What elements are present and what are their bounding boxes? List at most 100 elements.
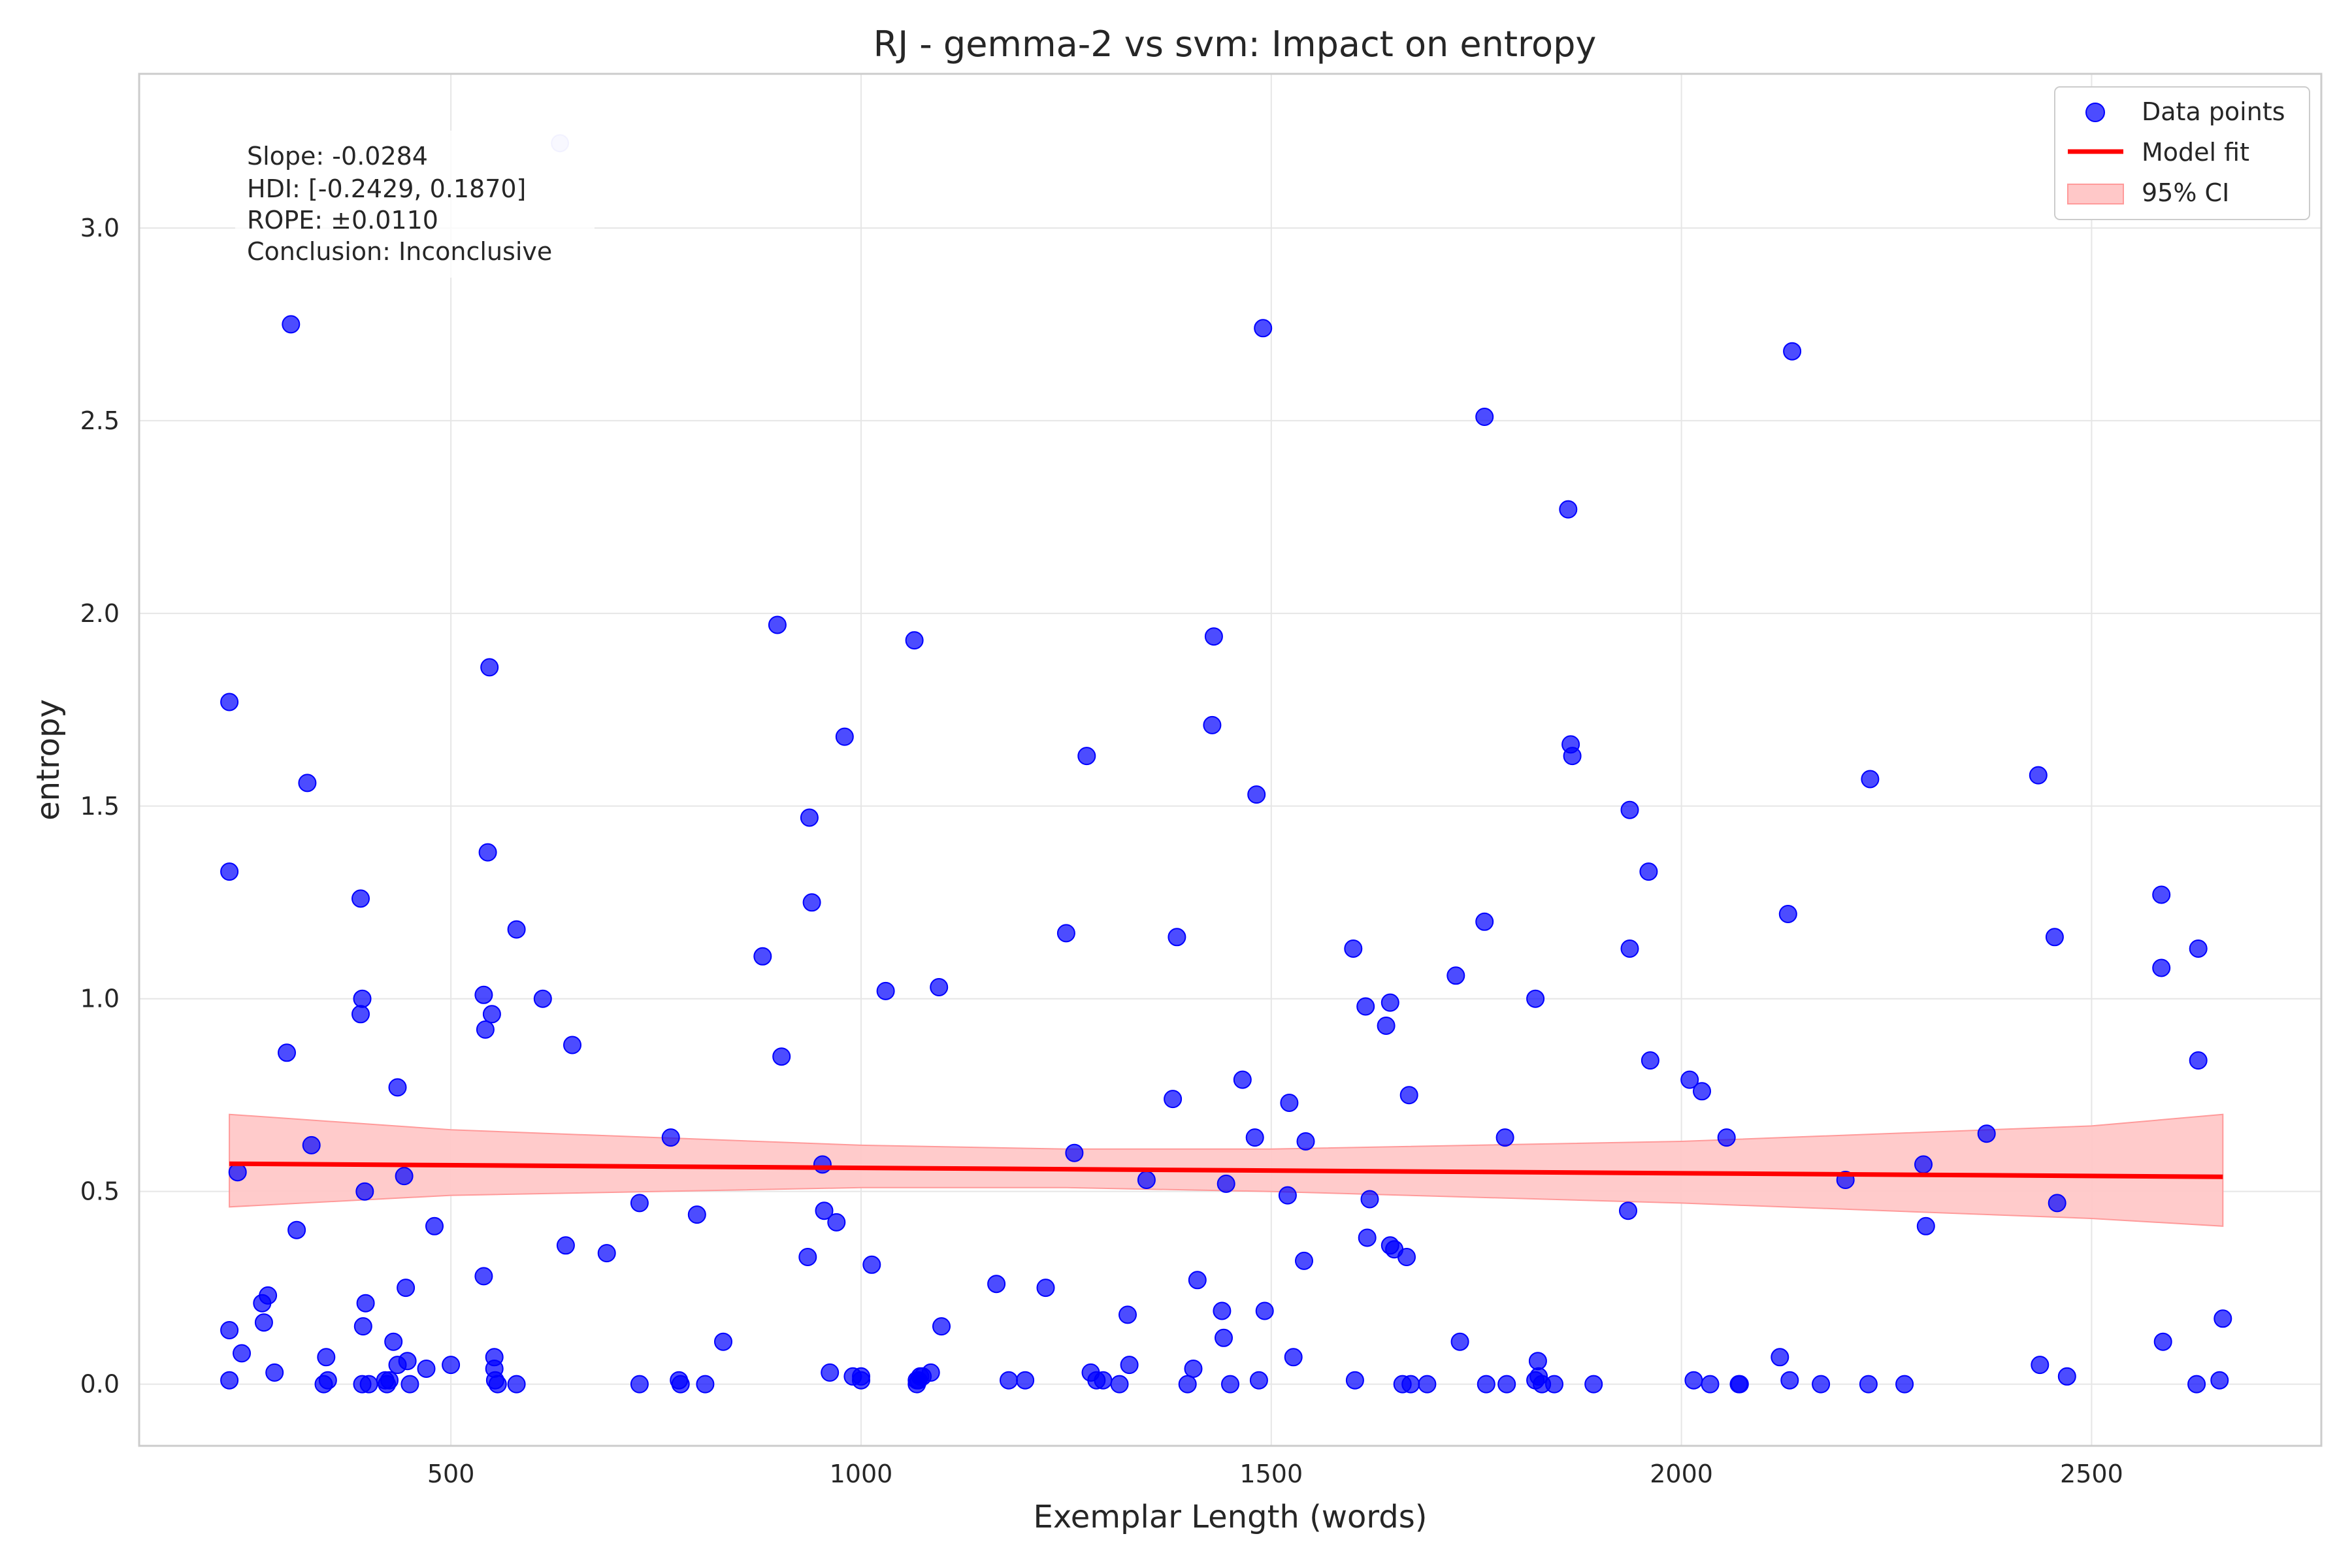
y-tick-label: 0.0 <box>80 1370 120 1399</box>
data-point <box>1280 1094 1299 1112</box>
data-point <box>802 893 821 912</box>
data-point <box>397 1279 416 1298</box>
data-point <box>2189 939 2208 958</box>
data-point <box>815 1201 834 1220</box>
y-tick-labels: 0.0 0.5 1.0 1.5 2.0 2.5 3.0 <box>80 214 120 1399</box>
data-point <box>353 989 372 1008</box>
legend-marker-data-points <box>2085 103 2105 122</box>
data-point <box>1215 1328 1233 1347</box>
data-point <box>1213 1301 1232 1320</box>
data-point <box>1477 1375 1495 1394</box>
data-point <box>1545 1375 1563 1394</box>
data-point <box>1916 1217 1935 1235</box>
data-point <box>2048 1194 2066 1213</box>
data-point <box>1401 1375 1420 1394</box>
data-point <box>1358 1228 1377 1247</box>
data-point <box>533 989 552 1008</box>
data-point <box>1245 1128 1264 1147</box>
data-point <box>1783 342 1802 361</box>
data-point <box>488 1375 507 1394</box>
data-point <box>220 1321 239 1339</box>
data-point <box>298 774 317 792</box>
y-axis-label: entropy <box>30 699 67 821</box>
data-point <box>425 1217 444 1235</box>
data-point <box>1255 1301 1274 1320</box>
data-point <box>1619 1201 1637 1220</box>
legend-label-model-fit: Model fit <box>2142 138 2249 167</box>
data-point <box>1188 1271 1207 1290</box>
data-point <box>1356 997 1375 1016</box>
data-point <box>2152 885 2171 904</box>
annotation-box <box>235 131 595 278</box>
data-point <box>1284 1348 1303 1367</box>
data-point <box>753 947 772 966</box>
data-point <box>1780 1371 1799 1390</box>
data-point <box>254 1313 273 1332</box>
data-point <box>1184 1360 1203 1378</box>
data-point <box>476 1020 495 1039</box>
data-point <box>1446 966 1465 985</box>
y-tick-label: 1.5 <box>80 792 120 821</box>
x-tick-label: 500 <box>427 1460 475 1488</box>
data-point <box>597 1244 616 1263</box>
data-point <box>287 1220 306 1239</box>
data-point <box>1475 912 1494 931</box>
data-point <box>359 1375 378 1394</box>
data-point <box>630 1375 649 1394</box>
y-tick-label: 2.0 <box>80 599 120 628</box>
data-point <box>1397 1248 1416 1266</box>
data-point <box>220 1371 239 1390</box>
data-point <box>821 1363 840 1382</box>
plot-area <box>139 74 2321 1446</box>
data-point <box>1377 1017 1396 1035</box>
data-point <box>813 1155 832 1174</box>
data-point <box>2187 1375 2206 1394</box>
data-point <box>556 1236 575 1255</box>
data-point <box>380 1371 399 1390</box>
data-points-group <box>220 134 2232 1394</box>
data-point <box>563 1036 581 1054</box>
data-point <box>398 1352 417 1371</box>
data-point <box>835 727 854 746</box>
data-point <box>1680 1070 1699 1089</box>
data-point <box>1563 747 1582 766</box>
data-point <box>2152 958 2171 977</box>
data-point <box>1247 785 1266 804</box>
data-point <box>2029 766 2048 785</box>
data-point <box>220 693 239 711</box>
data-point <box>1120 1356 1139 1375</box>
data-point <box>400 1375 419 1394</box>
data-point <box>1119 1305 1137 1324</box>
data-point <box>1497 1375 1516 1394</box>
x-tick-label: 1500 <box>1239 1460 1303 1488</box>
data-point <box>1204 627 1223 646</box>
data-point <box>353 1317 372 1336</box>
data-point <box>1036 1279 1055 1298</box>
data-point <box>1771 1348 1789 1367</box>
data-point <box>1254 319 1273 338</box>
data-point <box>1094 1371 1113 1390</box>
data-point <box>1344 939 1363 958</box>
legend-label-data-points: Data points <box>2142 97 2285 126</box>
data-point <box>282 315 301 334</box>
y-tick-label: 2.5 <box>80 406 120 435</box>
data-point <box>1295 1251 1313 1270</box>
data-point <box>1859 1375 1878 1394</box>
data-point <box>1296 1132 1315 1151</box>
annotation-slope: Slope: -0.0284 <box>247 142 428 171</box>
data-point <box>388 1078 407 1097</box>
data-point <box>876 981 895 1000</box>
data-point <box>798 1248 817 1266</box>
data-point <box>507 1375 526 1394</box>
data-point <box>2189 1051 2208 1070</box>
data-point <box>1360 1190 1379 1209</box>
data-point <box>1620 800 1639 819</box>
y-tick-label: 1.0 <box>80 985 120 1013</box>
data-point <box>827 1213 846 1232</box>
data-point <box>1168 928 1186 947</box>
data-point <box>384 1332 403 1351</box>
data-point <box>482 1005 501 1024</box>
data-point <box>987 1275 1006 1294</box>
data-point <box>2153 1332 2172 1351</box>
